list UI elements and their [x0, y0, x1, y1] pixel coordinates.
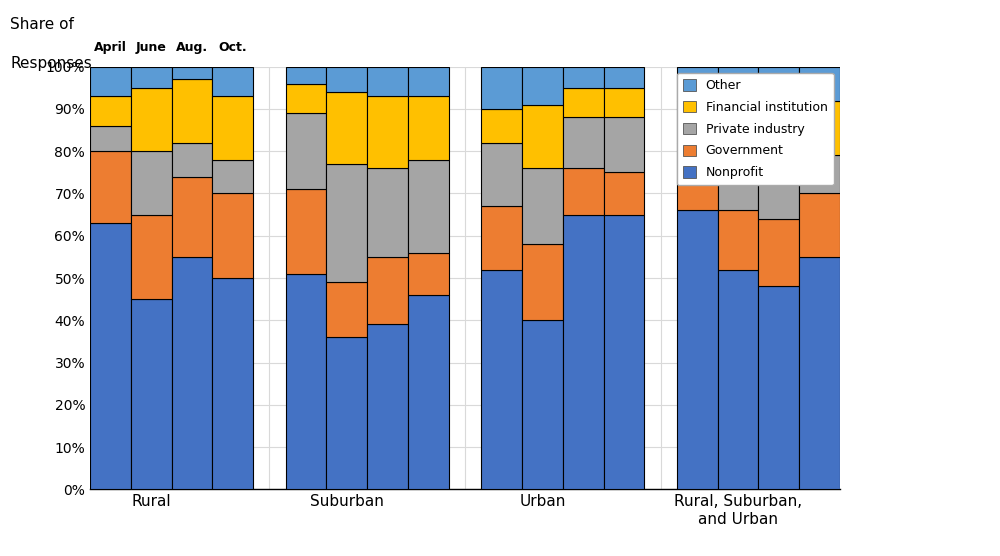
Bar: [677, 101, 718, 109]
Bar: [563, 117, 604, 168]
Bar: [212, 67, 253, 96]
Text: April: April: [94, 41, 127, 54]
Bar: [758, 160, 799, 219]
Bar: [718, 210, 758, 270]
Bar: [563, 67, 604, 88]
Bar: [172, 67, 212, 80]
Text: Oct.: Oct.: [218, 41, 247, 54]
Bar: [677, 67, 718, 101]
Bar: [718, 270, 758, 489]
Bar: [131, 88, 172, 151]
Bar: [326, 337, 367, 489]
Bar: [131, 215, 172, 299]
Bar: [367, 168, 408, 257]
Bar: [563, 88, 604, 117]
Bar: [522, 168, 563, 244]
Bar: [90, 67, 131, 96]
Bar: [408, 160, 449, 252]
Bar: [286, 274, 326, 489]
Bar: [758, 101, 799, 160]
Bar: [286, 113, 326, 189]
Text: Share of: Share of: [10, 17, 74, 32]
Bar: [758, 219, 799, 286]
Bar: [481, 109, 522, 143]
Bar: [367, 67, 408, 96]
Text: Aug.: Aug.: [176, 41, 208, 54]
Bar: [172, 80, 212, 143]
Bar: [522, 105, 563, 168]
Bar: [172, 257, 212, 489]
Bar: [563, 215, 604, 489]
Bar: [90, 96, 131, 126]
Bar: [758, 67, 799, 101]
Bar: [212, 160, 253, 193]
Bar: [718, 67, 758, 105]
Bar: [481, 206, 522, 270]
Bar: [481, 270, 522, 489]
Bar: [799, 156, 840, 193]
Bar: [677, 109, 718, 143]
Bar: [522, 67, 563, 105]
Bar: [90, 151, 131, 223]
Bar: [367, 325, 408, 489]
Text: Responses: Responses: [10, 56, 92, 71]
Bar: [677, 143, 718, 210]
Bar: [799, 101, 840, 156]
Legend: Other, Financial institution, Private industry, Government, Nonprofit: Other, Financial institution, Private in…: [677, 73, 834, 186]
Bar: [90, 223, 131, 489]
Bar: [326, 67, 367, 92]
Bar: [172, 177, 212, 257]
Bar: [604, 67, 644, 88]
Bar: [408, 96, 449, 160]
Bar: [326, 164, 367, 282]
Bar: [408, 252, 449, 295]
Bar: [212, 193, 253, 278]
Bar: [326, 92, 367, 164]
Bar: [799, 67, 840, 101]
Bar: [367, 96, 408, 168]
Bar: [286, 189, 326, 274]
Bar: [172, 143, 212, 177]
Bar: [604, 117, 644, 172]
Bar: [408, 295, 449, 489]
Bar: [90, 126, 131, 151]
Text: June: June: [136, 41, 167, 54]
Bar: [131, 67, 172, 88]
Bar: [212, 96, 253, 160]
Bar: [481, 67, 522, 109]
Bar: [604, 215, 644, 489]
Bar: [522, 244, 563, 320]
Bar: [604, 172, 644, 215]
Bar: [326, 282, 367, 337]
Bar: [799, 257, 840, 489]
Bar: [718, 105, 758, 156]
Bar: [758, 286, 799, 489]
Bar: [131, 151, 172, 215]
Bar: [718, 156, 758, 210]
Bar: [131, 299, 172, 489]
Bar: [799, 193, 840, 257]
Bar: [286, 67, 326, 83]
Bar: [563, 168, 604, 215]
Bar: [677, 210, 718, 489]
Bar: [522, 320, 563, 489]
Bar: [212, 278, 253, 489]
Bar: [408, 67, 449, 96]
Bar: [481, 143, 522, 206]
Bar: [286, 83, 326, 113]
Bar: [604, 88, 644, 117]
Bar: [367, 257, 408, 325]
